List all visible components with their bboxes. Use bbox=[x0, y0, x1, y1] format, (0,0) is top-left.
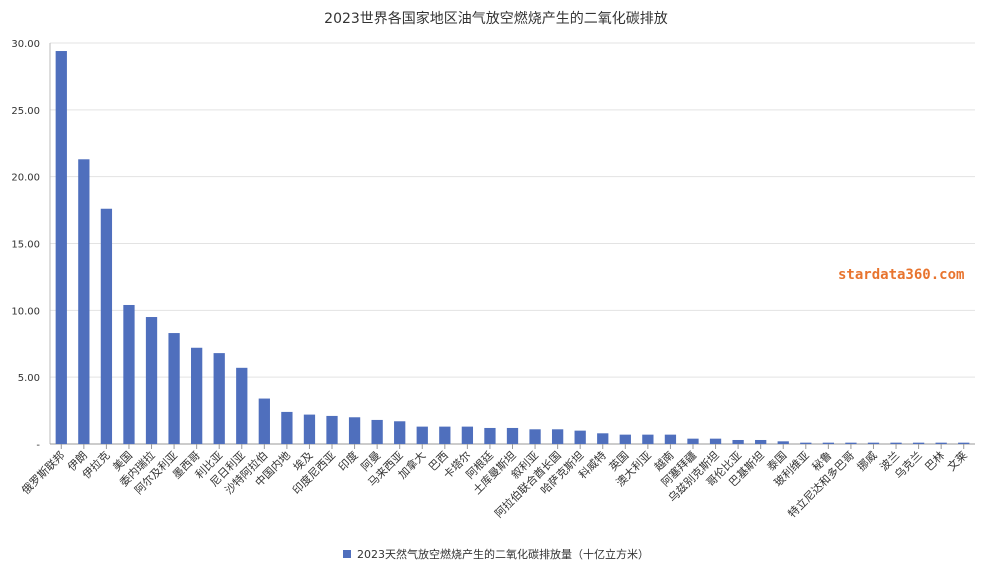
legend-label: 2023天然气放空燃烧产生的二氧化碳排放量（十亿立方米） bbox=[357, 548, 649, 561]
bar bbox=[168, 333, 180, 444]
bar bbox=[800, 442, 812, 444]
bar bbox=[145, 317, 158, 444]
y-tick-label: 30.00 bbox=[11, 39, 40, 50]
bar bbox=[348, 417, 361, 444]
bar bbox=[303, 414, 316, 444]
y-tick-label: 15.00 bbox=[11, 240, 40, 251]
bar bbox=[123, 304, 135, 444]
bar bbox=[867, 442, 880, 444]
bar bbox=[777, 441, 789, 444]
x-tick-label: 俄罗斯联邦 bbox=[19, 449, 67, 497]
y-tick-label: 10.00 bbox=[11, 306, 40, 317]
chart-title: 2023世界各国家地区油气放空燃烧产生的二氧化碳排放 bbox=[324, 11, 668, 27]
bar bbox=[935, 442, 947, 444]
bar bbox=[461, 426, 474, 444]
bar bbox=[551, 429, 564, 444]
bar bbox=[439, 426, 451, 444]
bar bbox=[371, 419, 383, 444]
y-tick-label: 20.00 bbox=[11, 173, 40, 184]
bar bbox=[484, 427, 496, 444]
bar bbox=[687, 438, 699, 444]
y-tick-label: 25.00 bbox=[11, 106, 40, 117]
bar bbox=[845, 442, 857, 444]
bar bbox=[78, 159, 90, 445]
bar bbox=[416, 426, 428, 444]
bar bbox=[642, 434, 654, 444]
bar bbox=[213, 353, 225, 444]
bar bbox=[258, 398, 270, 444]
legend-swatch bbox=[343, 550, 351, 558]
bar bbox=[506, 427, 519, 444]
y-tick-label: 5.00 bbox=[18, 373, 40, 384]
x-tick-label: 印度 bbox=[335, 448, 360, 473]
x-tick-label: 印度尼西亚 bbox=[289, 448, 338, 497]
bar bbox=[191, 347, 203, 444]
bar bbox=[574, 430, 586, 444]
bar bbox=[55, 51, 67, 445]
x-tick-label: 挪威 bbox=[854, 448, 879, 473]
x-tick-label: 巴林 bbox=[922, 448, 947, 473]
watermark: stardata360.com bbox=[838, 267, 965, 283]
bar bbox=[281, 411, 293, 444]
bar bbox=[822, 442, 834, 444]
bar bbox=[958, 442, 970, 444]
bar bbox=[732, 439, 744, 444]
legend[interactable]: 2023天然气放空燃烧产生的二氧化碳排放量（十亿立方米） bbox=[0, 546, 992, 562]
bar bbox=[755, 439, 767, 444]
bar bbox=[597, 433, 609, 444]
bar bbox=[619, 434, 631, 444]
x-tick-label: 文莱 bbox=[944, 448, 969, 473]
bar bbox=[100, 208, 113, 444]
bar bbox=[709, 438, 722, 444]
bar bbox=[890, 442, 902, 444]
bar bbox=[664, 434, 677, 444]
bar bbox=[912, 442, 925, 444]
bar bbox=[394, 421, 406, 444]
bar bbox=[236, 367, 248, 444]
bar bbox=[529, 429, 541, 444]
y-tick-label: - bbox=[36, 440, 40, 451]
bar bbox=[326, 415, 338, 444]
